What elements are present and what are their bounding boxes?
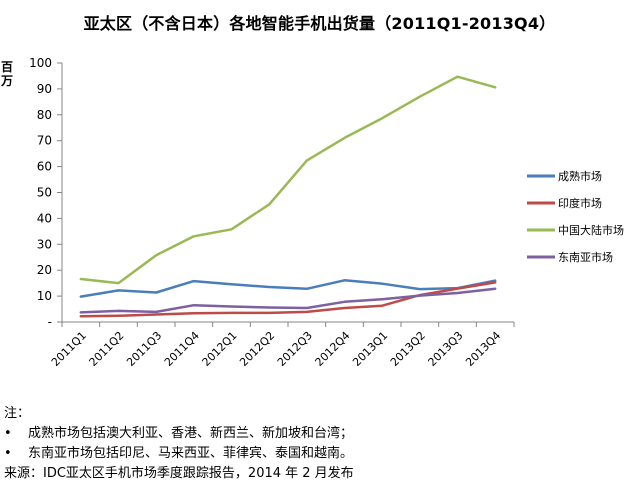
legend-label: 中国大陆市场: [558, 223, 624, 237]
y-tick-label: 20: [37, 263, 52, 277]
note-item: • 成熟市场包括澳大利亚、香港、新西兰、新加坡和台湾；: [4, 424, 354, 444]
y-tick-label: 70: [37, 134, 52, 148]
legend-label: 东南亚市场: [558, 250, 613, 264]
y-tick-label: 90: [37, 82, 52, 96]
x-tick-label: 2011Q1: [49, 329, 89, 369]
note-item: • 东南亚市场包括印尼、马来西亚、菲律宾、泰国和越南。: [4, 444, 354, 464]
y-tick-label: 80: [37, 108, 52, 122]
y-tick-label: 100: [29, 56, 52, 70]
x-tick-label: 2013Q1: [350, 329, 390, 369]
y-axis-label: 百万: [1, 60, 14, 88]
x-tick-label: 2013Q4: [463, 329, 503, 369]
bullet: •: [4, 426, 12, 441]
y-tick-label: 40: [37, 211, 52, 225]
x-tick-labels: 2011Q12011Q22011Q32011Q42012Q12012Q22012…: [49, 322, 515, 369]
y-tick-label: 50: [37, 186, 52, 200]
x-tick-label: 2011Q4: [162, 329, 202, 369]
x-tick-label: 2012Q2: [237, 329, 277, 369]
x-tick-label: 2012Q3: [275, 329, 315, 369]
x-tick-label: 2012Q4: [313, 329, 353, 369]
x-tick-label: 2013Q2: [388, 329, 428, 369]
x-tick-label: 2011Q3: [124, 329, 164, 369]
x-tick-label: 2013Q3: [426, 329, 466, 369]
notes-block: 注： • 成熟市场包括澳大利亚、香港、新西兰、新加坡和台湾； • 东南亚市场包括印尼…: [4, 404, 354, 484]
y-tick-label: 10: [37, 289, 52, 303]
y-tick-labels: - 10 20 30 40 50 60 70 80 90 100: [29, 56, 62, 329]
y-tick-label: 60: [37, 160, 52, 174]
note-text: 东南亚市场包括印尼、马来西亚、菲律宾、泰国和越南。: [28, 446, 354, 461]
notes-heading: 注：: [4, 406, 31, 421]
chart-title: 亚太区（不含日本）各地智能手机出货量（2011Q1-2013Q4）: [83, 14, 556, 33]
chart-axes: [61, 63, 514, 323]
series-lines: [79, 75, 497, 318]
x-tick-label: 2011Q2: [87, 329, 127, 369]
x-tick-label: 2012Q1: [200, 329, 240, 369]
legend-label: 印度市场: [558, 196, 602, 210]
series-line: [79, 287, 497, 314]
bullet: •: [4, 446, 12, 461]
y-tick-label: -: [48, 315, 52, 329]
source-text: 来源：IDC亚太区手机市场季度跟踪报告，2014 年 2 月发布: [4, 466, 354, 481]
y-tick-label: 30: [37, 237, 52, 251]
note-text: 成熟市场包括澳大利亚、香港、新西兰、新加坡和台湾；: [28, 426, 354, 441]
series-line: [79, 279, 497, 298]
series-line: [79, 75, 497, 285]
legend-label: 成熟市场: [558, 169, 602, 183]
